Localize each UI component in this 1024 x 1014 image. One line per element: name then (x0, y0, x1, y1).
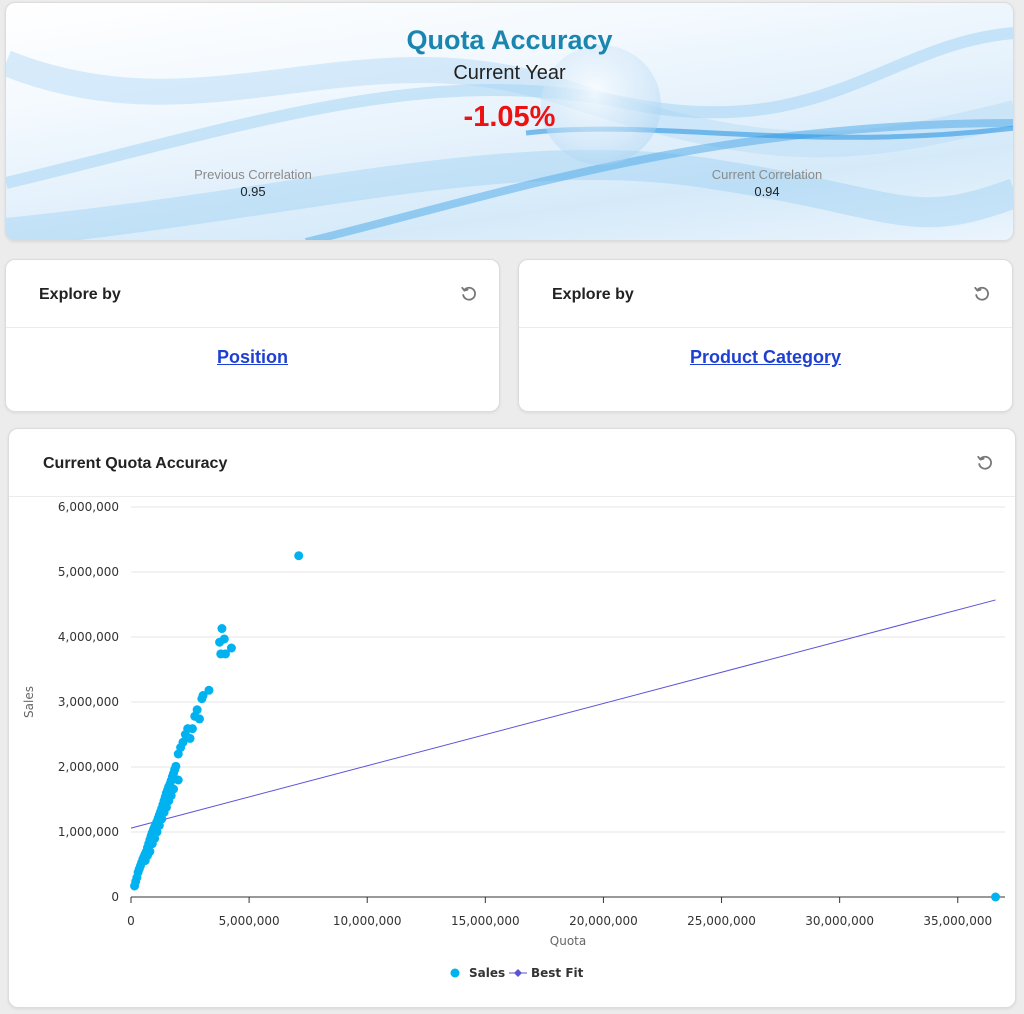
legend-best-fit-label[interactable]: Best Fit (531, 966, 584, 980)
background-waves (6, 27, 1013, 240)
sales-point[interactable] (220, 649, 230, 659)
sales-point[interactable] (187, 724, 197, 734)
reset-icon[interactable] (975, 453, 995, 473)
sales-point[interactable] (219, 634, 229, 644)
y-tick-label: 1,000,000 (58, 825, 119, 839)
sales-point[interactable] (178, 737, 188, 747)
sales-point[interactable] (204, 685, 214, 695)
product-category-link[interactable]: Product Category (689, 347, 842, 367)
sales-point[interactable] (991, 892, 1001, 902)
x-tick-label: 30,000,000 (805, 914, 874, 928)
sales-point[interactable] (145, 847, 155, 856)
position-link[interactable]: Position (217, 347, 288, 367)
y-tick-label: 6,000,000 (58, 500, 119, 514)
period-subtitle: Current Year (453, 62, 566, 84)
sales-point[interactable] (173, 775, 183, 785)
x-tick-label: 0 (127, 914, 135, 928)
legend-sales-label[interactable]: Sales (469, 966, 505, 980)
best-fit-line (130, 599, 996, 829)
sales-point[interactable] (217, 624, 227, 634)
current-correlation: Current Correlation 0.94 (667, 167, 867, 199)
card-header: Current Quota Accuracy (9, 429, 1015, 497)
sales-point[interactable] (169, 784, 179, 794)
y-tick-label: 3,000,000 (58, 695, 119, 709)
y-tick-label: 0 (111, 890, 119, 904)
card-header: Explore by (519, 260, 1012, 328)
page-title: Quota Accuracy (406, 25, 613, 55)
x-tick-label: 35,000,000 (923, 914, 992, 928)
sales-series (130, 551, 1001, 902)
sales-point[interactable] (185, 733, 195, 743)
current-correlation-label: Current Correlation (711, 167, 823, 182)
explore-by-position-card: Explore by Position (5, 259, 500, 412)
x-tick-label: 20,000,000 (569, 914, 638, 928)
legend-best-fit-marker (514, 969, 522, 977)
previous-correlation-value: 0.95 (240, 184, 266, 199)
axes: 0 1,000,000 2,000,000 3,000,000 4,000,000 5,0… (58, 500, 1005, 928)
best-fit-series (130, 599, 996, 829)
y-tick-label: 5,000,000 (58, 565, 119, 579)
sales-point[interactable] (171, 761, 181, 771)
y-axis-title: Sales (22, 686, 36, 718)
y-tick-label: 4,000,000 (58, 630, 119, 644)
card-title: Current Quota Accuracy (43, 455, 228, 472)
sales-point[interactable] (192, 705, 202, 715)
x-tick-label: 25,000,000 (687, 914, 756, 928)
sales-point[interactable] (198, 691, 208, 700)
previous-correlation: Previous Correlation 0.95 (153, 167, 353, 199)
card-header: Explore by (6, 260, 499, 328)
sales-point[interactable] (226, 643, 236, 653)
card-title: Explore by (39, 286, 121, 303)
accuracy-value: -1.05% (463, 101, 556, 133)
card-title: Explore by (552, 286, 634, 303)
current-correlation-value: 0.94 (754, 184, 780, 199)
x-tick-label: 5,000,000 (219, 914, 280, 928)
previous-correlation-label: Previous Correlation (194, 167, 312, 182)
sales-point[interactable] (294, 551, 304, 561)
reset-icon[interactable] (972, 284, 992, 304)
reset-icon[interactable] (459, 284, 479, 304)
y-tick-label: 2,000,000 (58, 760, 119, 774)
x-axis-title: Quota (550, 934, 586, 948)
scatter-chart: 0 1,000,000 2,000,000 3,000,000 4,000,000 5,0… (22, 500, 1005, 980)
x-tick-label: 15,000,000 (451, 914, 520, 928)
x-tick-label: 10,000,000 (333, 914, 402, 928)
legend-sales-marker (450, 968, 460, 978)
sales-point[interactable] (195, 714, 205, 724)
gridlines (131, 506, 1005, 833)
explore-by-product-category-card: Explore by Product Category (518, 259, 1013, 412)
quota-accuracy-summary-card: Quota Accuracy Current Year -1.05% Previ… (5, 2, 1014, 241)
current-quota-accuracy-card: Current Quota Accuracy 0 1,000,000 2,000,0… (8, 428, 1016, 1008)
chart-legend[interactable]: Sales Best Fit (450, 966, 584, 980)
